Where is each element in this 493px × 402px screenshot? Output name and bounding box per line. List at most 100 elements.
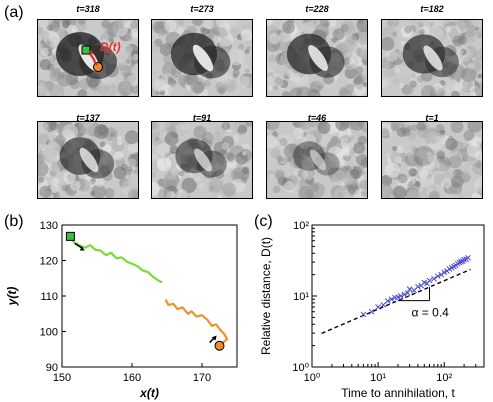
texture-blob (416, 122, 426, 131)
texture-blob (398, 173, 408, 184)
texture-blob (90, 177, 96, 183)
x-tick-label: 150 (53, 372, 71, 384)
y-axis-label: Relative distance, D(t) (259, 237, 273, 355)
texture-blob (474, 150, 482, 161)
texture-blob (287, 70, 295, 79)
texture-blob (241, 166, 250, 175)
texture-blob (221, 142, 229, 150)
texture-blob (168, 83, 182, 96)
texture-blob (415, 181, 421, 187)
y-tick-label: 90 (46, 362, 58, 374)
texture-blob (283, 143, 299, 159)
texture-blob (293, 170, 298, 176)
texture-blob (62, 21, 70, 29)
texture-blob (385, 49, 398, 62)
texture-blob (193, 175, 201, 183)
data-point (465, 254, 471, 261)
texture-blob (418, 190, 426, 197)
texture-blob (126, 165, 133, 173)
texture-blob (132, 53, 138, 61)
texture-blob (58, 130, 63, 136)
texture-blob (354, 75, 364, 85)
frame-image (38, 122, 138, 198)
distance-arrow (89, 53, 97, 64)
texture-blob (448, 155, 462, 169)
texture-blob (162, 54, 173, 64)
data-point (438, 271, 445, 278)
texture-blob (268, 33, 280, 45)
texture-blob (275, 128, 282, 135)
microscopy-frame (151, 19, 253, 97)
texture-blob (467, 122, 482, 133)
texture-blob (177, 20, 185, 27)
texture-blob (39, 59, 52, 71)
texture-blob (152, 181, 160, 196)
data-point (384, 298, 391, 304)
texture-blob (78, 20, 86, 25)
texture-blob (175, 189, 189, 198)
texture-blob (38, 48, 41, 54)
texture-blob (189, 77, 206, 93)
texture-blob (192, 20, 204, 27)
frame-image (152, 122, 252, 198)
texture-blob (95, 23, 102, 30)
texture-blob (40, 31, 50, 40)
texture-blob (420, 85, 436, 96)
texture-blob (341, 147, 351, 157)
texture-blob (198, 183, 206, 190)
texture-blob (283, 181, 296, 193)
texture-blob (273, 140, 280, 147)
data-point (368, 308, 375, 315)
texture-blob (38, 177, 45, 183)
trajectory-line (164, 298, 229, 346)
texture-blob (477, 73, 482, 79)
texture-blob (236, 75, 250, 88)
texture-blob (344, 175, 355, 186)
panel-c-label: (c) (254, 213, 273, 230)
texture-blob (363, 167, 367, 173)
texture-blob (128, 188, 138, 198)
texture-blob (131, 61, 136, 66)
data-point (458, 258, 464, 265)
frame-image (152, 20, 252, 96)
texture-blob (290, 87, 302, 96)
texture-blob (382, 183, 393, 198)
texture-blob (418, 28, 425, 35)
x-tick-label: 10⁰ (304, 372, 321, 384)
data-point (375, 304, 381, 310)
texture-blob (194, 122, 201, 126)
texture-blob (356, 131, 361, 137)
texture-blob (174, 123, 186, 136)
texture-blob (362, 82, 367, 88)
texture-blob (347, 35, 358, 45)
texture-blob (232, 69, 240, 77)
texture-blob (465, 68, 477, 80)
texture-blob (116, 139, 123, 146)
texture-blob (49, 184, 59, 194)
y-tick-label: 100 (40, 327, 58, 339)
x-axis-label: Time to annihilation, t (341, 386, 455, 400)
texture-blob (246, 122, 252, 127)
texture-blob (304, 188, 315, 198)
texture-blob (394, 156, 402, 164)
texture-blob (429, 20, 443, 28)
texture-blob (183, 91, 192, 96)
texture-blob (52, 138, 57, 143)
texture-blob (406, 189, 420, 198)
y-tick-label: 130 (40, 220, 58, 232)
arrow-head (89, 50, 94, 55)
texture-blob (411, 146, 418, 153)
texture-blob (38, 20, 51, 35)
texture-blob (156, 143, 170, 157)
texture-blob (164, 131, 179, 146)
texture-blob (152, 79, 166, 93)
texture-blob (324, 21, 330, 28)
texture-blob (356, 30, 367, 45)
texture-blob (244, 48, 250, 54)
defect-bright-core (308, 45, 328, 71)
microscopy-frame (381, 19, 483, 97)
texture-blob (361, 190, 367, 197)
texture-blob (127, 142, 138, 155)
x-tick-label: 10¹ (370, 372, 386, 384)
texture-blob (104, 188, 115, 198)
